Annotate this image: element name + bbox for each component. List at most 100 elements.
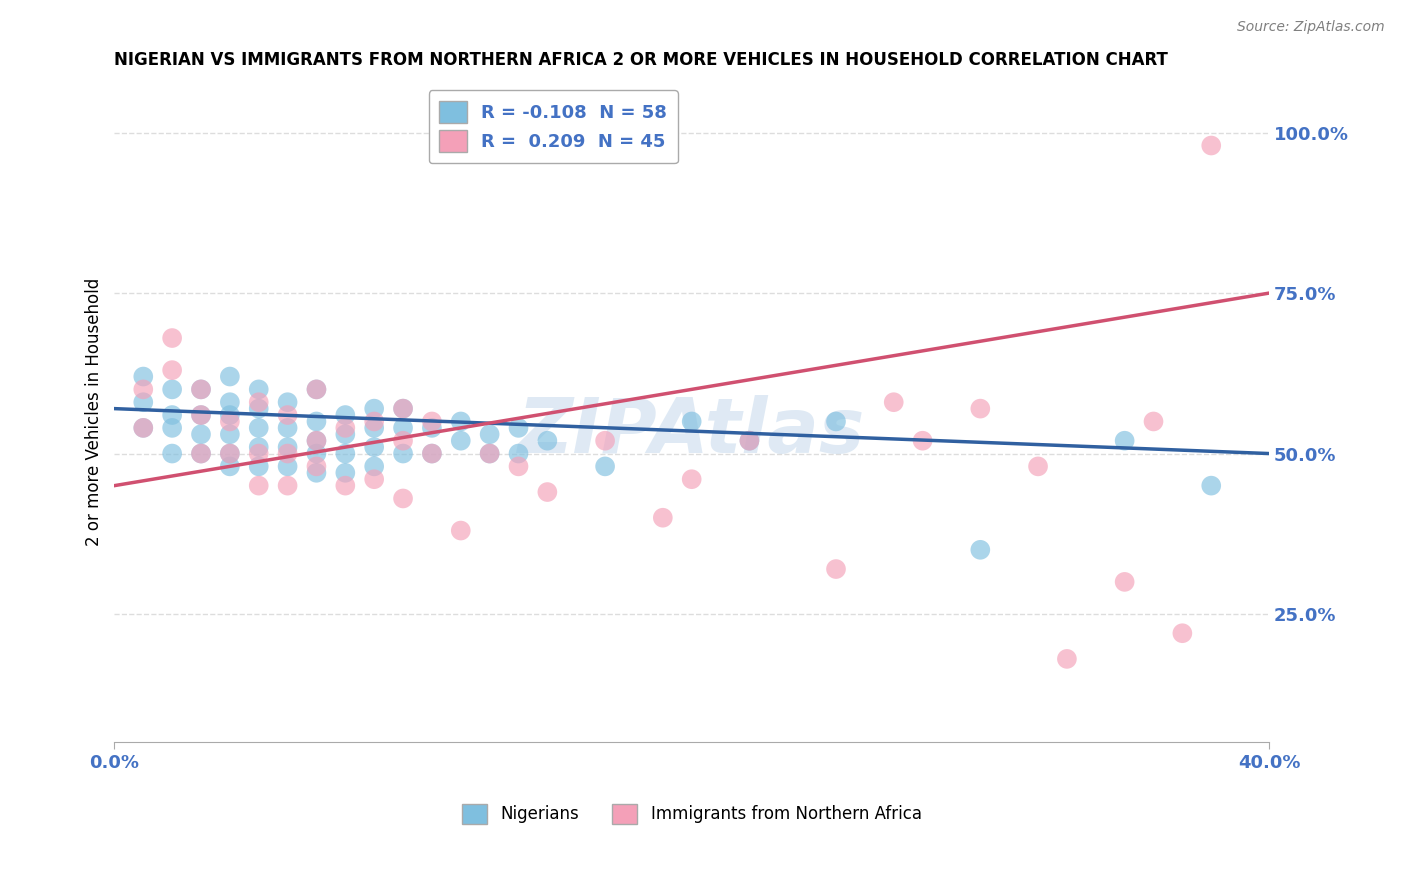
Point	[190, 427, 212, 442]
Point	[738, 434, 761, 448]
Point	[651, 510, 673, 524]
Point	[363, 414, 385, 428]
Point	[1114, 434, 1136, 448]
Point	[218, 459, 240, 474]
Point	[478, 446, 501, 460]
Point	[305, 434, 328, 448]
Point	[218, 427, 240, 442]
Point	[825, 414, 848, 428]
Point	[969, 542, 991, 557]
Point	[450, 434, 472, 448]
Point	[132, 421, 155, 435]
Point	[335, 421, 357, 435]
Point	[420, 446, 443, 460]
Point	[247, 478, 270, 492]
Point	[883, 395, 905, 409]
Point	[218, 369, 240, 384]
Point	[335, 446, 357, 460]
Text: NIGERIAN VS IMMIGRANTS FROM NORTHERN AFRICA 2 OR MORE VEHICLES IN HOUSEHOLD CORR: NIGERIAN VS IMMIGRANTS FROM NORTHERN AFR…	[114, 51, 1168, 69]
Point	[420, 414, 443, 428]
Point	[508, 446, 530, 460]
Point	[160, 331, 183, 345]
Point	[335, 478, 357, 492]
Point	[247, 421, 270, 435]
Point	[825, 562, 848, 576]
Point	[160, 421, 183, 435]
Point	[190, 383, 212, 397]
Point	[190, 446, 212, 460]
Point	[335, 466, 357, 480]
Point	[392, 434, 415, 448]
Point	[593, 459, 616, 474]
Point	[218, 414, 240, 428]
Point	[363, 401, 385, 416]
Text: ZIPAtlas: ZIPAtlas	[517, 394, 865, 468]
Point	[335, 408, 357, 422]
Point	[1199, 478, 1222, 492]
Point	[450, 524, 472, 538]
Point	[277, 459, 299, 474]
Point	[478, 427, 501, 442]
Point	[536, 485, 558, 500]
Point	[363, 421, 385, 435]
Point	[681, 472, 703, 486]
Point	[305, 383, 328, 397]
Point	[132, 395, 155, 409]
Point	[190, 446, 212, 460]
Point	[363, 472, 385, 486]
Point	[190, 408, 212, 422]
Point	[363, 440, 385, 454]
Point	[277, 421, 299, 435]
Point	[160, 383, 183, 397]
Point	[420, 421, 443, 435]
Y-axis label: 2 or more Vehicles in Household: 2 or more Vehicles in Household	[86, 277, 103, 546]
Point	[1026, 459, 1049, 474]
Point	[132, 369, 155, 384]
Point	[160, 408, 183, 422]
Point	[247, 446, 270, 460]
Point	[363, 459, 385, 474]
Point	[738, 434, 761, 448]
Point	[218, 408, 240, 422]
Point	[392, 446, 415, 460]
Point	[392, 421, 415, 435]
Point	[305, 434, 328, 448]
Point	[392, 491, 415, 506]
Point	[247, 440, 270, 454]
Point	[1056, 652, 1078, 666]
Point	[218, 446, 240, 460]
Point	[681, 414, 703, 428]
Point	[305, 466, 328, 480]
Point	[969, 401, 991, 416]
Point	[277, 395, 299, 409]
Point	[508, 421, 530, 435]
Point	[335, 427, 357, 442]
Point	[1114, 574, 1136, 589]
Point	[132, 421, 155, 435]
Point	[247, 401, 270, 416]
Point	[450, 414, 472, 428]
Point	[305, 446, 328, 460]
Point	[420, 446, 443, 460]
Point	[190, 408, 212, 422]
Point	[593, 434, 616, 448]
Point	[911, 434, 934, 448]
Point	[508, 459, 530, 474]
Point	[1199, 138, 1222, 153]
Point	[277, 408, 299, 422]
Point	[247, 395, 270, 409]
Point	[1142, 414, 1164, 428]
Point	[160, 446, 183, 460]
Point	[190, 383, 212, 397]
Point	[277, 440, 299, 454]
Point	[305, 383, 328, 397]
Point	[277, 478, 299, 492]
Point	[247, 383, 270, 397]
Point	[478, 446, 501, 460]
Point	[392, 401, 415, 416]
Point	[392, 401, 415, 416]
Point	[305, 459, 328, 474]
Point	[247, 459, 270, 474]
Point	[160, 363, 183, 377]
Point	[536, 434, 558, 448]
